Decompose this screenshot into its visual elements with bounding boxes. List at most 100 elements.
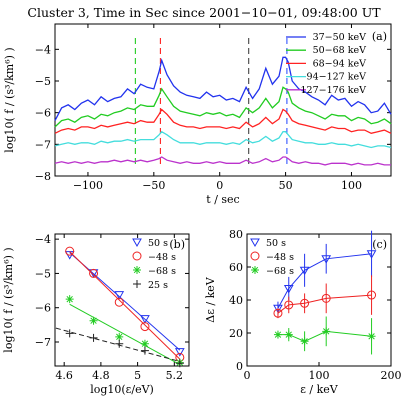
- y-tick-label: −6: [35, 302, 51, 315]
- fit-line: [69, 252, 181, 351]
- data-point: [283, 284, 294, 294]
- legend-label: 68−94 keV: [313, 58, 367, 69]
- data-point: [273, 330, 282, 339]
- x-tick-label: −50: [142, 179, 165, 192]
- data-point: [89, 316, 98, 325]
- x-tick-label: 0: [216, 179, 223, 192]
- data-point: [115, 339, 124, 348]
- y-axis-label: Δε / keV: [204, 276, 217, 323]
- x-tick-label: 4.6: [55, 369, 73, 382]
- x-tick-label: 200: [381, 369, 402, 382]
- legend-label: −68 s: [266, 266, 294, 277]
- x-axis-label: t / sec: [206, 193, 239, 206]
- data-point: [140, 346, 149, 355]
- figure-title: Cluster 3, Time in Sec since 2001−10−01,…: [27, 5, 381, 20]
- panel-c: 0 100 200 0 20 40 60 80 ε / keV Δε / keV (c) 50 s −4…: [204, 228, 402, 396]
- data-point: [321, 293, 331, 303]
- legend-marker: [132, 238, 142, 248]
- y-tick-label: −8: [35, 170, 51, 183]
- y-tick-label: −6: [35, 107, 51, 120]
- legend-marker: [133, 266, 141, 274]
- data-point: [140, 322, 150, 332]
- panel-label: (c): [372, 238, 387, 251]
- legend-label: 127−176 keV: [301, 85, 367, 96]
- legend-label: −48 s: [266, 252, 294, 263]
- plot-frame: [54, 233, 190, 367]
- series-line: [54, 156, 391, 166]
- legend-marker: [250, 238, 260, 248]
- legend-label: 50 s: [266, 238, 286, 249]
- x-tick-label: −100: [73, 179, 103, 192]
- fit-line: [69, 251, 181, 360]
- legend-label: 50 s: [148, 238, 168, 249]
- legend-marker: [251, 266, 259, 274]
- y-tick-label: 20: [229, 327, 243, 340]
- data-point: [367, 332, 376, 341]
- plot-frame: [54, 23, 392, 177]
- y-axis-label: log10( f / (s³/km⁶) ): [3, 47, 16, 152]
- data-point: [322, 327, 331, 336]
- fit-line: [69, 303, 181, 366]
- y-tick-label: 0: [236, 360, 243, 373]
- legend-marker: [133, 280, 141, 288]
- data-point: [174, 348, 185, 357]
- data-point: [65, 246, 75, 256]
- data-point: [89, 333, 98, 342]
- y-tick-label: 80: [229, 228, 243, 241]
- y-tick-label: −4: [35, 233, 51, 246]
- data-point: [366, 250, 377, 259]
- legend-label: 50−68 keV: [313, 45, 367, 56]
- legend-label: 37−50 keV: [313, 32, 367, 43]
- x-tick-label: 0: [244, 369, 251, 382]
- legend-marker: [132, 251, 142, 261]
- x-axis-label: log10(ε/eV): [90, 383, 154, 396]
- data-point: [300, 337, 309, 346]
- legend-label: −48 s: [148, 252, 176, 263]
- data-point: [367, 290, 377, 300]
- series-line: [54, 108, 392, 134]
- y-tick-label: 60: [229, 261, 243, 274]
- series-line: [54, 86, 392, 128]
- data-point: [273, 304, 283, 314]
- data-point: [284, 330, 293, 339]
- legend-label: 25 s: [148, 280, 168, 291]
- y-tick-label: −5: [35, 75, 51, 88]
- panel-a: −100 −50 0 50 100 −8 −7 −6 −5 −4 t / sec log10( f /…: [3, 23, 392, 206]
- x-tick-label: 50: [279, 179, 293, 192]
- data-point: [273, 308, 283, 318]
- y-tick-label: −7: [35, 138, 51, 151]
- data-point: [65, 295, 74, 304]
- y-tick-label: −4: [35, 43, 51, 56]
- series-line: [54, 56, 392, 121]
- data-point: [300, 298, 310, 308]
- panel-label: (a): [372, 30, 387, 43]
- x-tick-label: 100: [341, 179, 362, 192]
- fit-line: [55, 327, 180, 362]
- data-point: [140, 315, 150, 324]
- data-point: [114, 297, 124, 307]
- series-line: [54, 130, 392, 149]
- panel-b: 4.6 4.8 5 5.2 −7 −6 −5 −4 log10(ε/eV) log10( f / …: [2, 233, 190, 396]
- y-axis-label: log10( f / (s³/km⁶) ): [2, 247, 15, 352]
- legend-label: 94−127 keV: [307, 72, 367, 83]
- data-point: [65, 329, 74, 338]
- data-point: [299, 266, 310, 276]
- data-point: [284, 300, 294, 310]
- data-point: [89, 268, 99, 278]
- legend-marker: [250, 251, 260, 261]
- data-point: [175, 359, 184, 368]
- y-tick-label: −5: [35, 267, 51, 280]
- x-tick-label: 100: [309, 369, 330, 382]
- x-axis-label: ε / keV: [300, 383, 339, 396]
- data-point: [321, 255, 332, 264]
- data-point: [114, 291, 125, 300]
- y-tick-label: 40: [229, 294, 243, 307]
- data-point: [140, 339, 149, 348]
- panel-label: (b): [169, 238, 185, 251]
- series-line: [277, 294, 372, 314]
- x-tick-label: 5: [134, 369, 141, 382]
- y-tick-label: −7: [35, 336, 51, 349]
- data-point: [115, 332, 124, 341]
- x-tick-label: 4.8: [92, 369, 110, 382]
